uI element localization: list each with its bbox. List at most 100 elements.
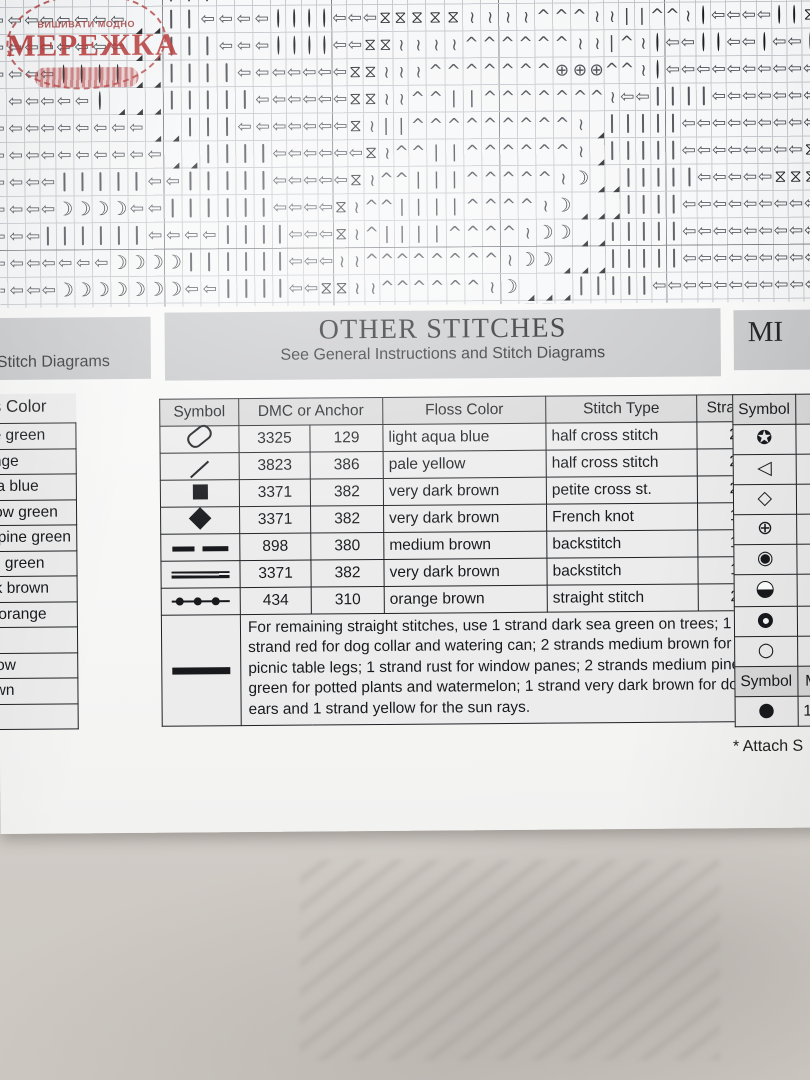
glyph-g-arrow [727,164,741,190]
glyph-parallelogram [612,249,615,269]
glyph-g-arrow [91,7,108,33]
glyph-g-caret [409,86,426,112]
glyph-g-arrow [8,305,25,308]
chart-cell [743,271,759,299]
chart-cell [535,111,554,139]
chart-cell [712,298,729,308]
glyph-g-arrow [302,59,316,85]
chart-cell [444,30,463,58]
glyph-g-arrow [713,245,727,271]
chart-cell [620,191,636,219]
chart-cell [464,300,483,308]
chart-cell [482,300,501,308]
glyph-g-arrow [682,245,696,271]
glyph-g-arrow [286,0,300,5]
glyph-g-arrow [73,88,90,114]
chart-cell [446,300,465,308]
chart-cell [394,220,410,248]
glyph-parallelogram [672,194,675,214]
glyph-g-moon [74,197,91,222]
glyph-g-arrow [347,5,361,31]
chart-cell [534,84,554,112]
glyph-parallelogram [171,90,174,110]
chart-cell [316,4,332,32]
chart-cell [728,298,744,308]
chart-cell [695,55,712,83]
chart-cell [331,4,348,32]
chart-cell [428,300,447,308]
glyph-g-caret [518,112,535,138]
table-row: light yellow green [0,499,77,527]
table-row: ◁ [733,453,810,485]
right-value-cell: 12 [797,695,810,727]
chart-cell [332,85,348,113]
glyph-parallelogram [580,303,583,308]
chart-cell [393,139,410,167]
chart-cell [272,167,288,195]
chart-cell [348,247,365,275]
glyph-parallelogram [627,195,630,215]
chart-cell [254,248,273,276]
glyph-g-arrow [681,29,695,55]
glyph-g-tilde [409,59,426,85]
glyph-parallelogram [262,197,265,217]
chart-cell [92,276,111,304]
right-footnote: * Attach S [732,737,804,756]
chart-cell [500,273,519,301]
glyph-g-hg [393,5,407,31]
chart-cell [534,3,553,31]
glyph-g-caret [499,31,516,57]
glyph-g-arrow [635,84,649,110]
chart-cell [90,87,110,115]
glyph-g-hg [319,275,333,301]
glyph-g-arrow [289,276,303,302]
glyph-g-arrow [128,196,145,222]
glyph-g-arrow [744,272,758,298]
glyph-g-arrow [183,276,200,302]
glyph-g-hg [427,4,444,30]
glyph-g-arrow [54,0,71,7]
glyph-parallelogram [225,171,229,191]
chart-cell [680,55,696,84]
chart-cell [90,60,109,88]
glyph-g-arrow [804,218,810,244]
dmc-cell: 434 [240,587,312,615]
chart-cell [742,190,758,218]
chart-cell [199,113,218,141]
glyph-g-arrow [772,56,786,82]
glyph-g-arrow [288,168,302,194]
chart-cell [605,245,622,273]
glyph-g-caret [427,85,444,111]
chart-cell [773,271,790,299]
chart-cell [127,141,146,169]
glyph-parallelogram [207,144,210,164]
chart-cell [758,298,774,308]
right-section-title: MI [747,315,784,349]
chart-cell [318,274,335,302]
chart-cell [787,136,804,164]
chart-cell [379,274,396,302]
chart-cell [285,5,302,33]
chart-cell [40,250,57,278]
chart-cell [462,30,481,58]
glyph-g-plus [571,57,588,83]
glyph-g-arrow [804,191,810,217]
glyph-g-arrow [789,191,803,217]
right-col-symbol: Symbol [732,394,796,425]
glyph-g-arrow [253,6,270,32]
glyph-g-arrow [788,137,802,163]
chart-cell [666,272,683,300]
glyph-g-arrow [697,218,711,244]
chart-cell [379,220,395,248]
glyph-g-arrow [73,7,90,33]
chart-cell [771,55,788,83]
chart-cell [346,4,363,32]
chart-cell [302,193,319,222]
glyph-g-arrow [347,0,361,4]
glyph-g-bar [619,3,633,29]
chart-cell [712,244,728,272]
glyph-g-caret [429,301,446,307]
glyph-parallelogram [642,275,646,295]
glyph-g-bar [445,85,462,111]
glyph-g-arrow [146,196,163,222]
